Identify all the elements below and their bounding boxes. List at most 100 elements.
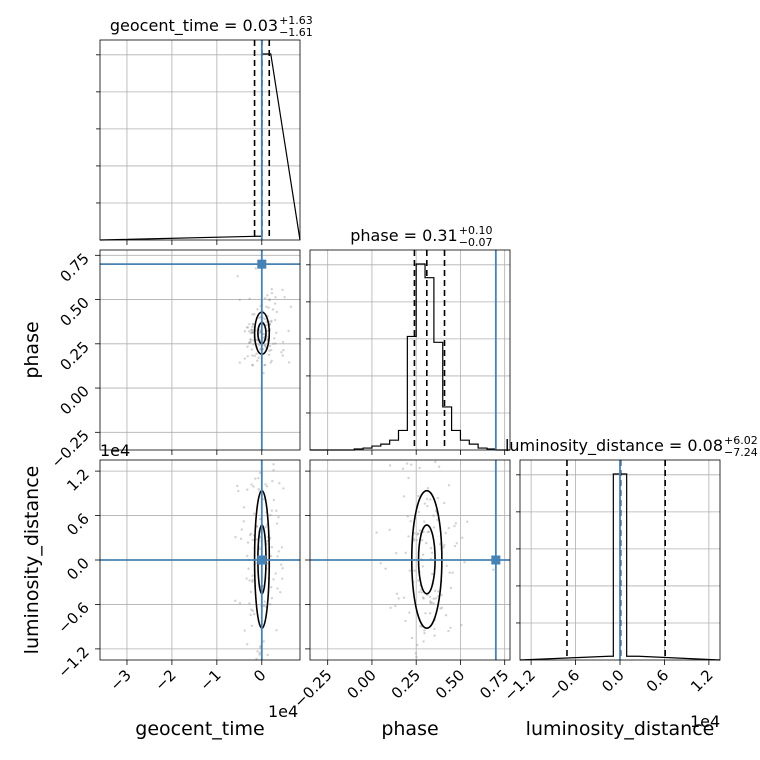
sample-point bbox=[397, 597, 400, 600]
sample-point bbox=[258, 471, 262, 475]
y-tick-label: 0.50 bbox=[56, 294, 92, 330]
sample-point bbox=[273, 302, 277, 305]
sample-point bbox=[444, 531, 447, 535]
sample-point bbox=[406, 515, 409, 518]
sample-point bbox=[249, 532, 253, 535]
sample-point bbox=[415, 539, 418, 542]
sample-point bbox=[251, 580, 254, 583]
sample-point bbox=[414, 652, 418, 655]
title-lower-error: −1.61 bbox=[279, 26, 313, 39]
x-tick-label: 0.25 bbox=[388, 666, 424, 702]
ylabel-phase: phase bbox=[21, 321, 43, 378]
truth-marker bbox=[491, 555, 501, 565]
sample-point bbox=[407, 476, 410, 480]
sample-point bbox=[270, 291, 274, 295]
sample-point bbox=[413, 569, 416, 572]
sample-point bbox=[237, 489, 240, 493]
sample-point bbox=[384, 567, 387, 570]
sample-point bbox=[422, 597, 425, 600]
x-tick-label: −1.2 bbox=[500, 666, 538, 704]
sample-point bbox=[404, 619, 407, 623]
sample-point bbox=[436, 496, 440, 500]
sample-point bbox=[238, 361, 241, 364]
sample-point bbox=[272, 578, 275, 581]
x-tick-label: 0.00 bbox=[343, 666, 379, 702]
sample-point bbox=[417, 494, 420, 498]
sample-point bbox=[251, 325, 254, 329]
sample-point bbox=[444, 614, 448, 617]
sample-point bbox=[248, 602, 251, 605]
title-upper-error: +0.10 bbox=[459, 224, 493, 237]
sample-point bbox=[266, 294, 269, 297]
sample-point bbox=[432, 514, 435, 517]
sample-point bbox=[427, 530, 431, 533]
offset-geocent-time: 1e4 bbox=[268, 702, 298, 721]
sample-point bbox=[263, 317, 266, 321]
xlabel-luminosity-distance: luminosity_distance bbox=[526, 718, 715, 740]
sample-point bbox=[433, 589, 437, 593]
sample-point bbox=[379, 562, 383, 565]
sample-point bbox=[445, 564, 448, 568]
sample-point bbox=[275, 522, 279, 525]
sample-point bbox=[272, 342, 275, 345]
sample-point bbox=[409, 519, 412, 523]
sample-point bbox=[258, 348, 262, 351]
sample-point bbox=[255, 352, 258, 355]
title-upper-error: +6.02 bbox=[724, 434, 758, 447]
sample-point bbox=[252, 485, 255, 488]
sample-point bbox=[402, 596, 406, 599]
sample-point bbox=[245, 326, 249, 329]
sample-point bbox=[423, 520, 426, 523]
truth-marker bbox=[257, 555, 267, 565]
sample-point bbox=[249, 338, 253, 341]
sample-point bbox=[246, 643, 249, 646]
sample-point bbox=[281, 288, 284, 292]
sample-point bbox=[394, 552, 398, 555]
sample-point bbox=[422, 640, 425, 643]
sample-point bbox=[270, 287, 273, 291]
sample-point bbox=[278, 481, 281, 485]
sample-point bbox=[429, 600, 432, 603]
sample-point bbox=[269, 513, 272, 517]
axes-frame bbox=[309, 249, 511, 451]
sample-point bbox=[236, 484, 239, 488]
sample-point bbox=[424, 541, 428, 545]
sample-point bbox=[249, 590, 253, 594]
sample-point bbox=[243, 329, 247, 333]
sample-point bbox=[375, 531, 378, 534]
offset-lumdist-y: 1e4 bbox=[100, 441, 130, 460]
sample-point bbox=[251, 313, 254, 316]
x-tick-label: 0.50 bbox=[432, 666, 468, 702]
sample-point bbox=[250, 608, 253, 611]
sample-point bbox=[256, 308, 259, 311]
sample-point bbox=[247, 567, 250, 570]
sample-point bbox=[274, 296, 277, 299]
sample-point bbox=[280, 577, 284, 580]
sample-point bbox=[408, 569, 412, 572]
sample-point bbox=[251, 578, 254, 582]
sample-point bbox=[449, 586, 453, 590]
sample-point bbox=[266, 539, 269, 543]
xlabel-geocent-time: geocent_time bbox=[135, 718, 264, 740]
sample-point bbox=[233, 599, 237, 602]
sample-point bbox=[265, 323, 268, 327]
sample-point bbox=[410, 636, 414, 640]
sample-point bbox=[258, 651, 261, 655]
sample-point bbox=[250, 328, 253, 331]
sample-point bbox=[466, 520, 469, 523]
sample-point bbox=[448, 571, 451, 574]
sample-point bbox=[405, 462, 409, 465]
sample-point bbox=[408, 611, 411, 614]
sample-point bbox=[418, 590, 421, 594]
x-tick-label: 0.0 bbox=[598, 666, 628, 696]
sample-point bbox=[262, 604, 265, 608]
y-tick-label: 0.00 bbox=[56, 382, 92, 418]
sample-point bbox=[277, 550, 281, 553]
offset-lumdist-x: 1e4 bbox=[690, 712, 720, 731]
sample-point bbox=[280, 563, 283, 566]
sample-point bbox=[269, 603, 272, 606]
y-tick-label: −0.25 bbox=[48, 426, 93, 471]
sample-point bbox=[257, 343, 260, 346]
sample-point bbox=[272, 337, 276, 340]
sample-point bbox=[253, 612, 256, 616]
